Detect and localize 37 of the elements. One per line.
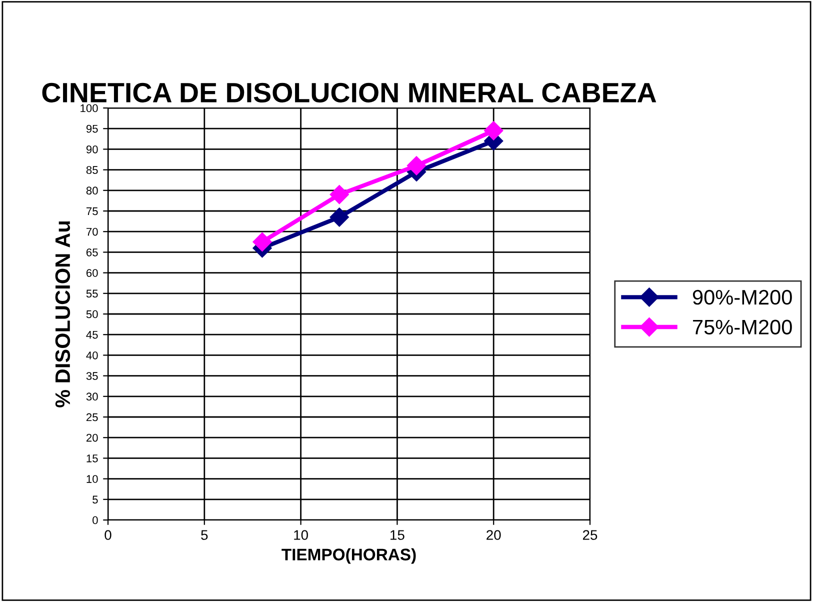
legend-label: 75%-M200 [693, 320, 792, 335]
y-tick-label: 35 [86, 372, 98, 380]
x-tick-label: 5 [201, 530, 208, 540]
y-tick-label: 100 [80, 104, 98, 112]
y-tick-label: 65 [86, 248, 98, 256]
y-tick-label: 70 [86, 228, 98, 236]
chart-title: CINETICA DE DISOLUCION MINERAL CABEZA [42, 82, 656, 103]
x-axis-title: TIEMPO(HORAS) [282, 548, 416, 564]
y-tick-label: 50 [86, 310, 98, 318]
y-tick-label: 40 [86, 351, 98, 360]
y-tick-label: 95 [86, 124, 98, 133]
point [330, 184, 349, 204]
y-tick-label: 10 [86, 475, 98, 483]
y-tick-label: 25 [86, 413, 98, 422]
y-tick-label: 30 [86, 392, 98, 401]
y-tick-label: 15 [86, 454, 98, 462]
point [484, 121, 504, 140]
x-tick-label: 15 [390, 530, 404, 540]
legend-label: 90%-M200 [692, 290, 792, 305]
point [330, 208, 349, 227]
point [406, 156, 426, 176]
point [252, 232, 272, 252]
y-tick-label: 0 [92, 516, 98, 524]
y-tick-label: 45 [86, 330, 98, 339]
x-tick-label: 25 [582, 530, 598, 540]
x-tick-label: 0 [104, 530, 112, 540]
y-tick-label: 85 [86, 166, 98, 174]
y-tick-label: 60 [86, 269, 98, 277]
x-tick-label: 10 [294, 530, 308, 540]
y-tick-label: 75 [86, 207, 98, 216]
y-tick-label: 90 [86, 145, 98, 154]
y-tick-label: 55 [86, 290, 98, 298]
y-axis-title: % DISOLUCION Au [55, 221, 70, 408]
x-tick-label: 20 [486, 530, 501, 540]
y-tick-label: 20 [86, 434, 98, 442]
y-tick-label: 5 [92, 496, 98, 504]
y-tick-label: 80 [86, 186, 98, 195]
